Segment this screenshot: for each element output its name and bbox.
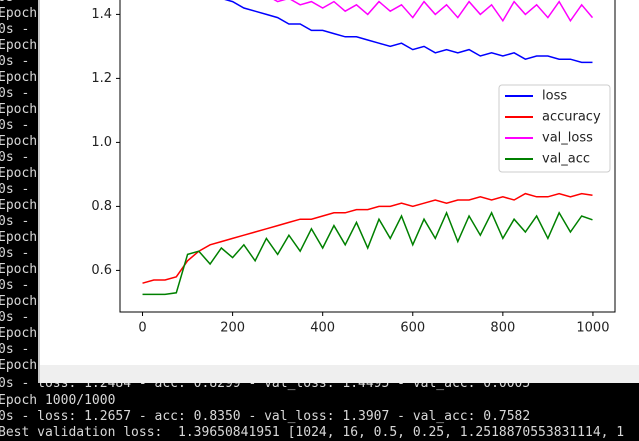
axes-frame xyxy=(119,0,616,313)
x-tick-label: 800 xyxy=(490,321,515,336)
terminal-line: Epoch xyxy=(0,230,38,245)
legend-label: val_loss xyxy=(542,131,593,146)
terminal-line: 0s - xyxy=(0,22,30,37)
x-tick-label: 600 xyxy=(400,321,425,336)
legend-label: loss xyxy=(542,89,567,104)
terminal-line: Epoch xyxy=(0,326,38,341)
terminal-line: 0s - xyxy=(0,246,30,261)
terminal-line: Best validation loss: 1.39650841951 [102… xyxy=(0,425,625,440)
x-tick-label: 400 xyxy=(310,321,335,336)
terminal-line: 0s - xyxy=(0,310,30,325)
y-tick-label: 1.2 xyxy=(91,71,112,86)
terminal-line: 0s - xyxy=(0,182,30,197)
terminal-line: Epoch xyxy=(0,6,38,21)
x-tick-label: 0 xyxy=(138,321,146,336)
y-tick-label: 0.8 xyxy=(91,199,112,214)
chart: 0 200 400 600 800 1000 0.6 0.8 1.0 1.2 1.4 loss accu… xyxy=(91,0,616,336)
terminal-line: Epoch 1000/1000 xyxy=(0,393,116,408)
series-line xyxy=(142,192,593,284)
series-line xyxy=(142,210,593,296)
x-tick-label: 1000 xyxy=(576,321,609,336)
terminal-line: 0s - xyxy=(0,214,30,229)
legend-label: accuracy xyxy=(542,110,601,125)
window-footer xyxy=(40,365,639,383)
legend-box xyxy=(498,84,611,173)
legend-label: val_acc xyxy=(542,152,590,167)
terminal-line: 0s - xyxy=(0,150,30,165)
y-tick-label: 1.0 xyxy=(91,135,112,150)
terminal-line: Epoch xyxy=(0,70,38,85)
plot-window: 0 200 400 600 800 1000 0.6 0.8 1.0 1.2 1.4 loss accu… xyxy=(38,0,639,383)
terminal-line: Epoch xyxy=(0,166,38,181)
terminal-line: Epoch xyxy=(0,198,38,213)
terminal-line: Epoch xyxy=(0,38,38,53)
terminal-line: 0s - loss: 1.2657 - acc: 0.8350 - val_lo… xyxy=(0,409,531,424)
terminal-line: 0s - xyxy=(0,278,30,293)
x-tick-label: 200 xyxy=(220,321,245,336)
terminal-line: 0s - xyxy=(0,118,30,133)
terminal-line: 0s - xyxy=(0,0,29,6)
terminal-line: Epoch xyxy=(0,358,38,373)
y-tick-label: 1.4 xyxy=(91,7,112,22)
terminal-line: Epoch xyxy=(0,102,38,117)
terminal-line: Epoch xyxy=(0,262,38,277)
terminal-line: 0s - xyxy=(0,54,30,69)
terminal-line: Epoch xyxy=(0,294,38,309)
series-line xyxy=(224,0,593,64)
terminal-line: 0s - xyxy=(0,86,30,101)
series-line xyxy=(273,0,594,23)
terminal-line: Epoch xyxy=(0,134,38,149)
terminal-line: 0s - xyxy=(0,342,30,357)
y-tick-label: 0.6 xyxy=(91,263,112,278)
